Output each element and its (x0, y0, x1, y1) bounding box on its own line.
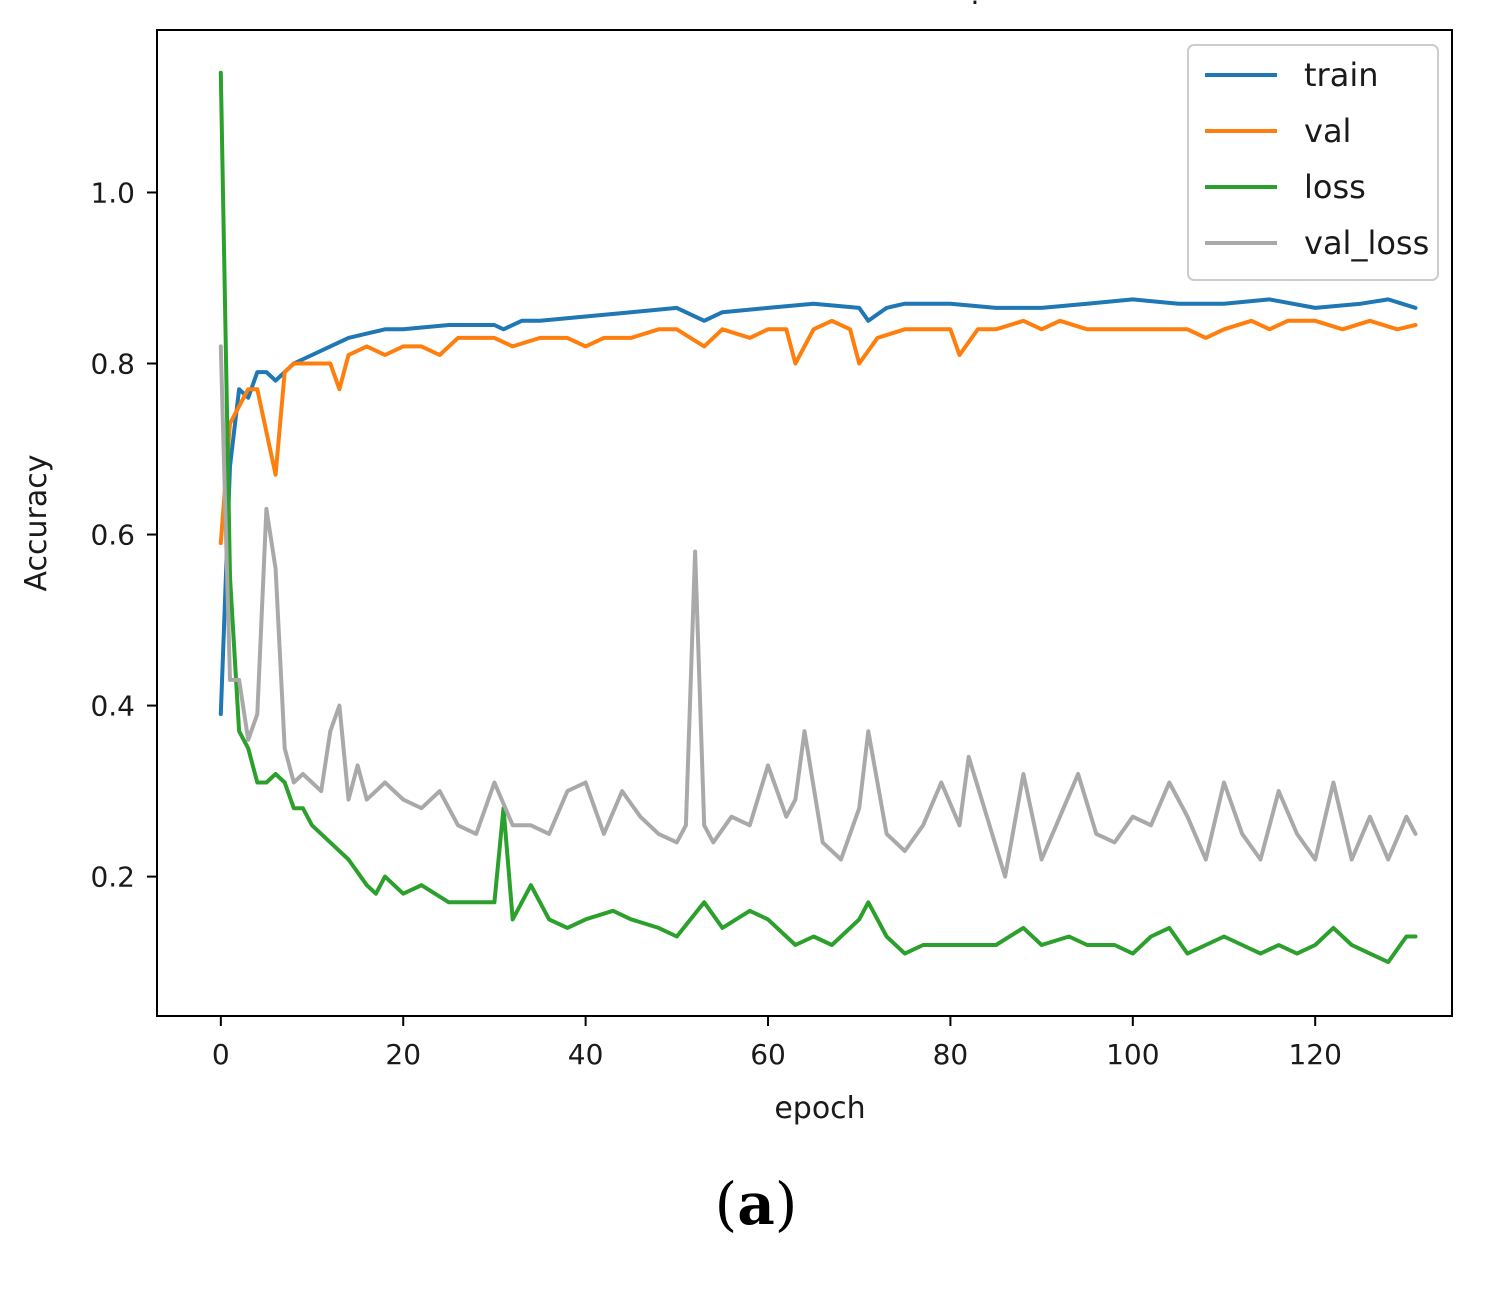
x-tick-label: 40 (568, 1038, 604, 1071)
x-tick-label: 20 (385, 1038, 421, 1071)
chart: 0 20 40 60 80 100 120 0.2 0.4 0.6 0.8 1.0 · epoch A… (19, 0, 1453, 1126)
caption-close: ) (774, 1170, 798, 1238)
series-line-val-loss (218, 344, 1418, 879)
y-tick-label: 0.8 (90, 348, 135, 381)
x-tick-label: 100 (1106, 1038, 1159, 1071)
x-tick-label: 0 (212, 1038, 230, 1071)
series-line-val (218, 318, 1418, 546)
caption-letter: a (737, 1170, 775, 1238)
plot-frame (156, 29, 1453, 1017)
y-tick-label: 1.0 (90, 176, 135, 209)
legend[interactable]: train val loss val_loss (1187, 44, 1439, 281)
x-tick-label: 80 (933, 1038, 969, 1071)
legend-label-val: val (1304, 112, 1351, 150)
series-line-loss (218, 70, 1418, 965)
y-tick-label: 0.6 (90, 519, 135, 552)
series-layer (218, 70, 1418, 965)
series-line-train (218, 297, 1418, 717)
ticks-layer: 0 20 40 60 80 100 120 0.2 0.4 0.6 0.8 1.0 (90, 176, 1341, 1071)
x-tick-label: 120 (1288, 1038, 1341, 1071)
y-tick-label: 0.4 (90, 690, 135, 723)
figure-caption: (a) (0, 1170, 1512, 1238)
x-tick-label: 60 (750, 1038, 786, 1071)
y-tick-label: 0.2 (90, 861, 135, 894)
legend-label-train: train (1304, 56, 1378, 94)
legend-box (1187, 44, 1439, 281)
x-axis-label: epoch (774, 1091, 865, 1126)
title-mark: · (971, 0, 980, 19)
y-axis-label: Accuracy (19, 455, 54, 592)
legend-label-val-loss: val_loss (1304, 224, 1429, 262)
legend-label-loss: loss (1304, 168, 1366, 206)
caption-open: ( (714, 1170, 738, 1238)
